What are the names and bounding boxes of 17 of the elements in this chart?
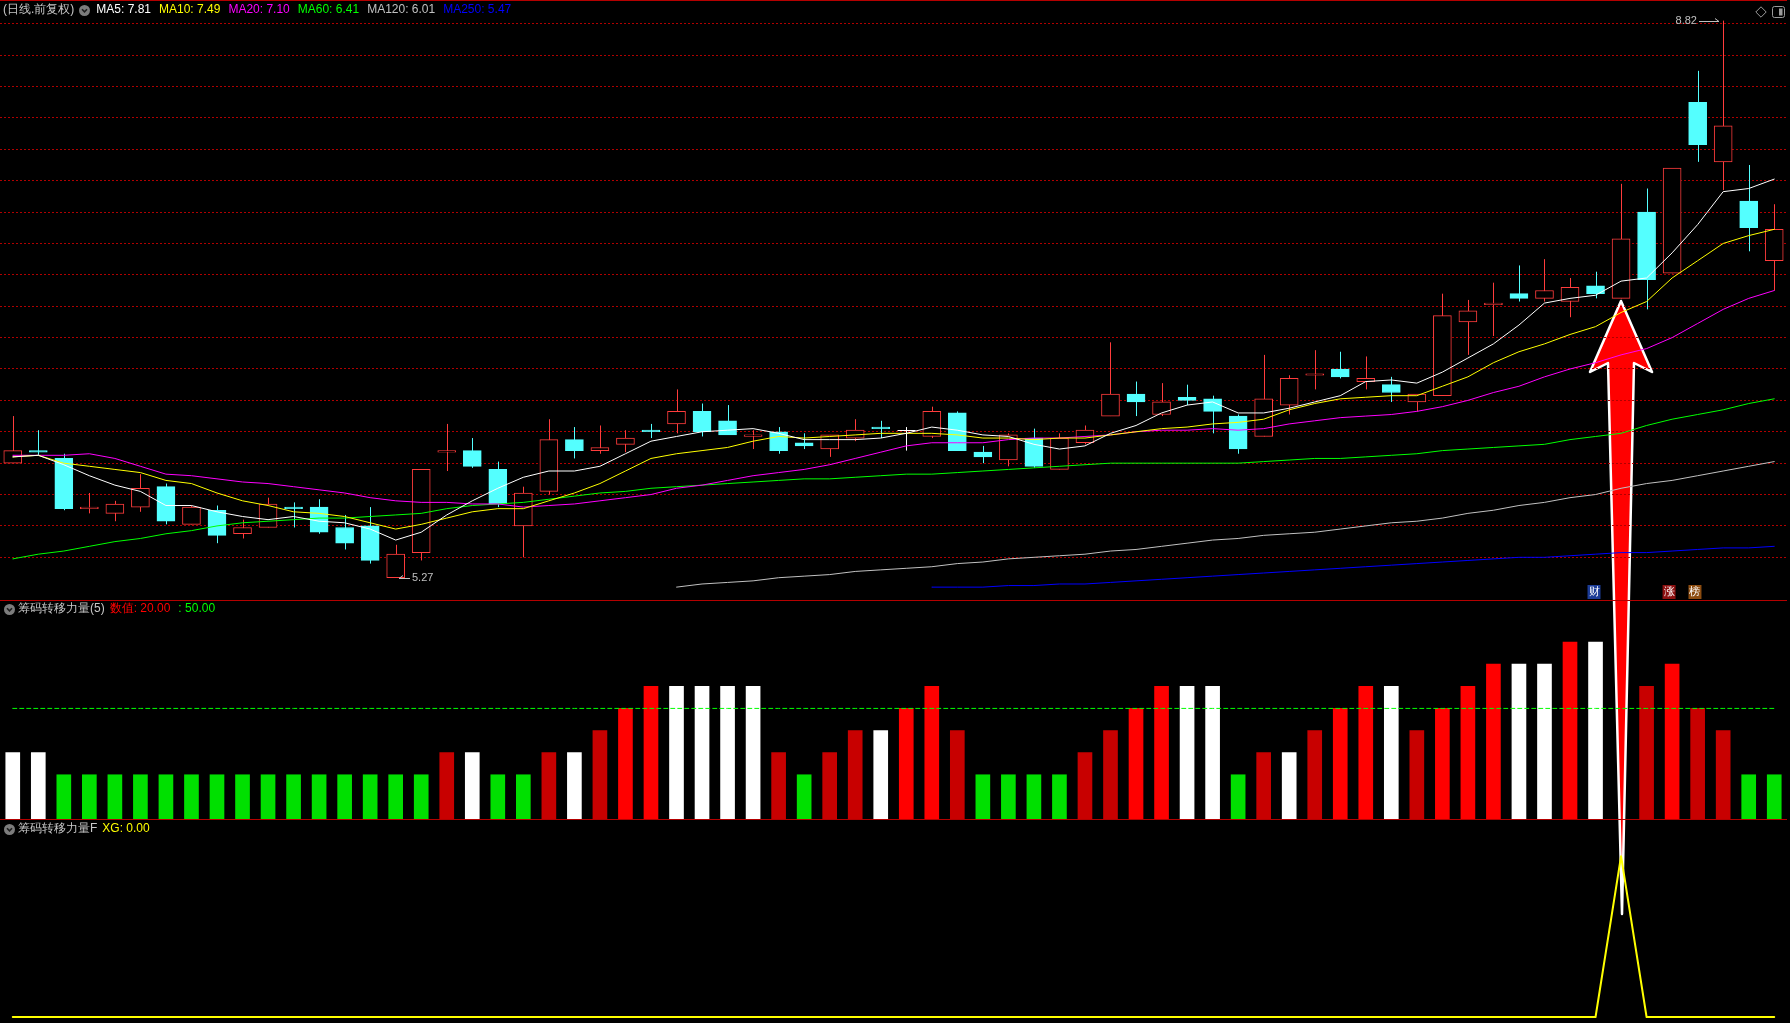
text: 财 [1588, 585, 1600, 598]
annotation: 5.27 [412, 570, 434, 583]
chart-title: 筹码转移力量(5) [18, 601, 105, 616]
text: 数值: 20.00 [109, 601, 171, 616]
text: : 50.00 [178, 601, 216, 616]
chart-title: (日线.前复权) [3, 2, 75, 17]
text: MA250: 5.47 [443, 2, 512, 17]
text: XG: 0.00 [102, 821, 151, 836]
text: MA120: 6.01 [367, 2, 436, 17]
text: MA5: 7.81 [96, 2, 152, 17]
annotation: 8.82 [1675, 13, 1697, 26]
text: MA60: 6.41 [297, 2, 360, 17]
text: MA10: 7.49 [159, 2, 221, 17]
text: MA20: 7.10 [228, 2, 291, 17]
text: 榜 [1689, 585, 1701, 598]
chart-title: 筹码转移力量F [18, 821, 98, 836]
text: 涨 [1663, 585, 1675, 598]
